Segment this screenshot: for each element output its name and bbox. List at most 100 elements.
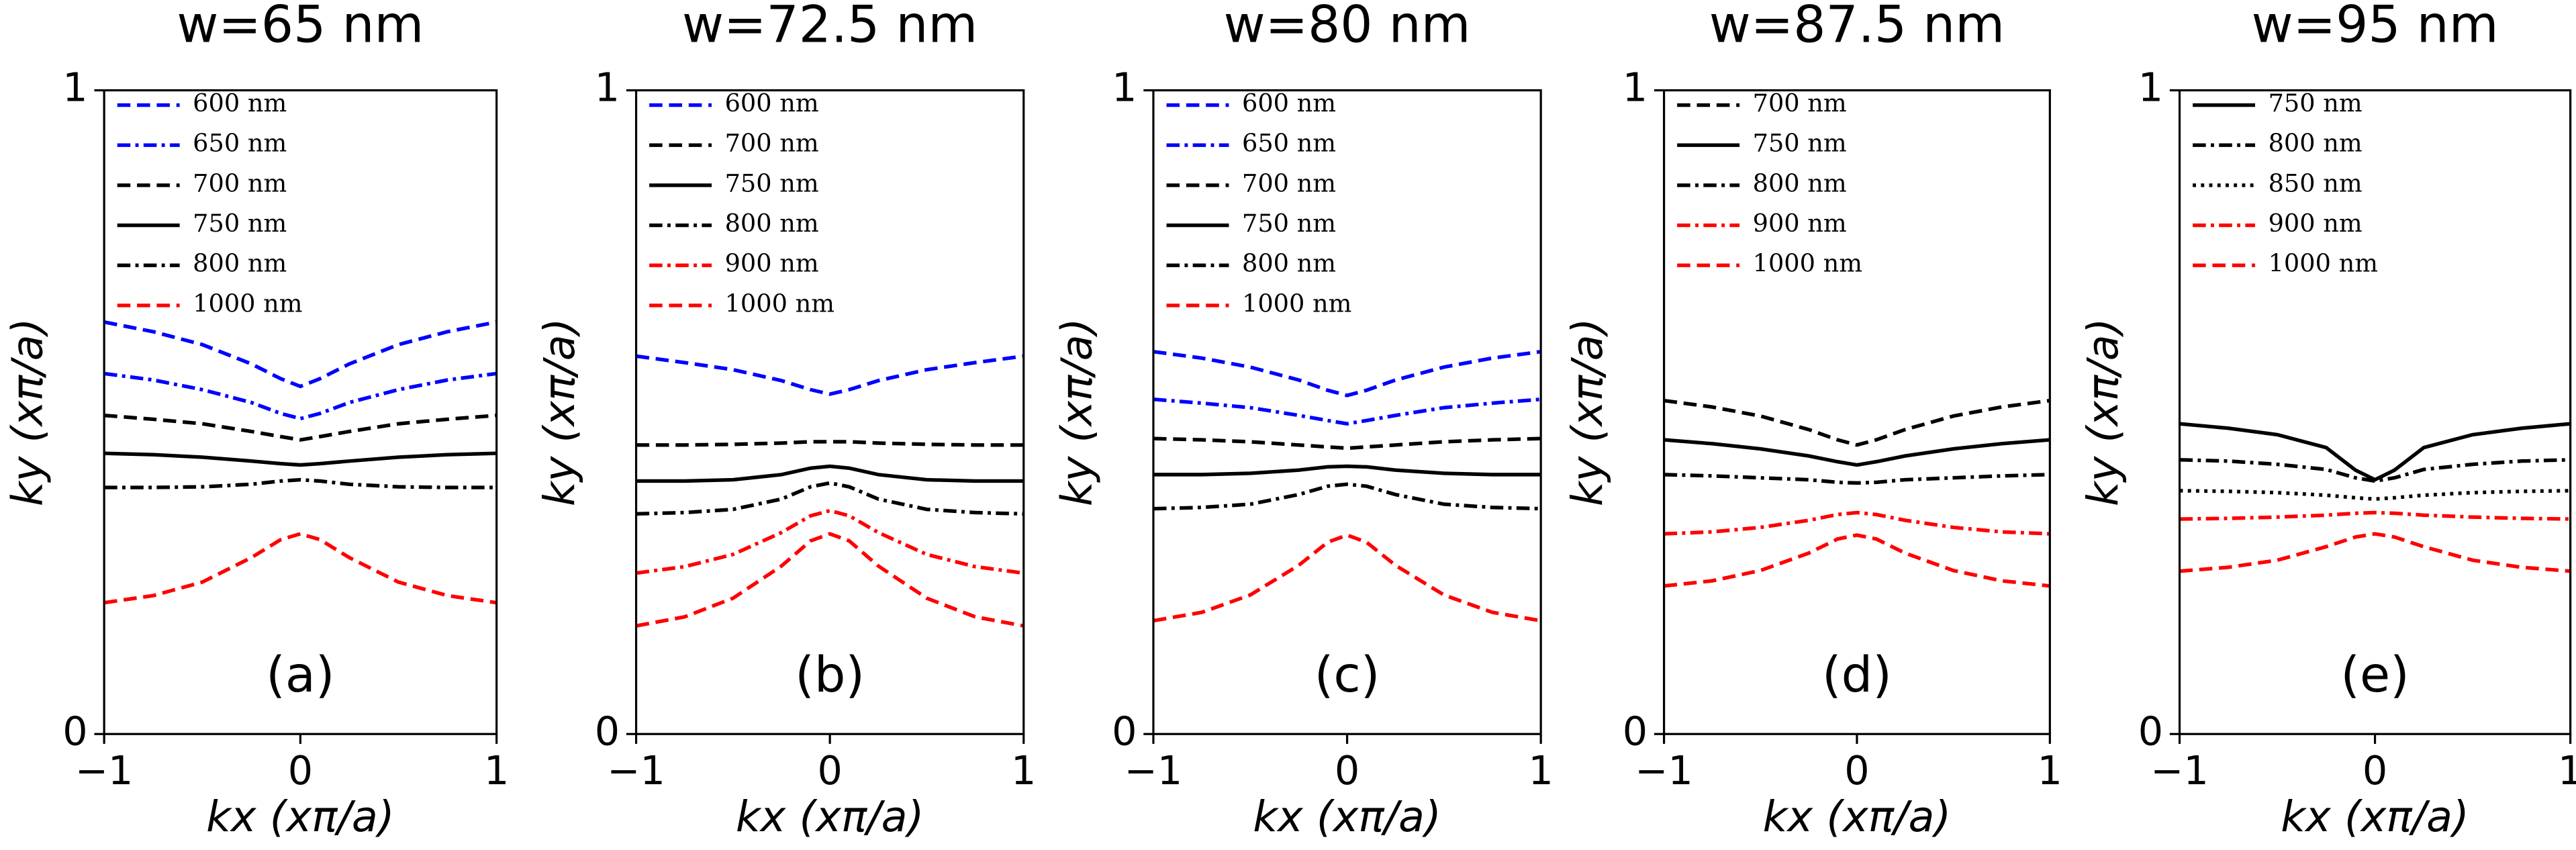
data-line bbox=[2179, 422, 2571, 482]
legend-label: 900 nm bbox=[725, 249, 819, 278]
data-line bbox=[1664, 438, 2050, 467]
x-tick-label: −1 bbox=[607, 748, 665, 794]
x-tick-label: 0 bbox=[817, 748, 842, 794]
x-axis-label: kx (xπ/a) bbox=[2281, 792, 2469, 841]
data-line bbox=[636, 532, 1024, 628]
legend-label: 750 nm bbox=[1753, 129, 1847, 158]
data-line bbox=[1153, 533, 1541, 623]
legend-label: 900 nm bbox=[2269, 209, 2363, 238]
legend-label: 1000 nm bbox=[193, 289, 302, 318]
legend-label: 750 nm bbox=[1242, 209, 1336, 238]
legend-label: 700 nm bbox=[193, 169, 287, 197]
data-line bbox=[1153, 464, 1541, 477]
data-line bbox=[1664, 533, 2050, 588]
y-axis-label: ky (xπ/a) bbox=[1562, 318, 1612, 507]
data-line bbox=[2179, 489, 2571, 502]
data-line bbox=[2179, 458, 2571, 483]
data-line bbox=[1664, 473, 2050, 485]
x-axis-label: kx (xπ/a) bbox=[1253, 792, 1441, 841]
legend-label: 1000 nm bbox=[1242, 289, 1351, 318]
data-line bbox=[1664, 510, 2050, 536]
data-line bbox=[103, 413, 497, 442]
plot-frame bbox=[1152, 89, 1542, 735]
annotation: (a) bbox=[266, 647, 334, 704]
y-tick-label: 1 bbox=[62, 65, 87, 111]
legend-label: 600 nm bbox=[193, 89, 287, 117]
y-tick-label: 0 bbox=[595, 708, 620, 754]
legend-label: 600 nm bbox=[725, 89, 819, 117]
legend-label: 750 nm bbox=[725, 169, 819, 197]
annotation: (b) bbox=[795, 647, 865, 704]
x-tick-label: −1 bbox=[2150, 748, 2209, 794]
x-tick-label: 1 bbox=[2038, 748, 2062, 794]
annotation: (e) bbox=[2340, 647, 2409, 704]
plot-frame bbox=[103, 89, 498, 735]
data-line bbox=[636, 508, 1024, 575]
legend-label: 800 nm bbox=[2269, 129, 2363, 158]
legend-label: 1000 nm bbox=[1753, 249, 1862, 278]
data-line bbox=[1153, 397, 1541, 426]
plot-frame bbox=[2178, 89, 2572, 735]
x-tick-label: 0 bbox=[288, 748, 313, 794]
legend-label: 700 nm bbox=[1753, 89, 1847, 117]
x-tick-label: 1 bbox=[1528, 748, 1553, 794]
data-line bbox=[104, 451, 497, 467]
x-axis-label: kx (xπ/a) bbox=[206, 792, 395, 841]
legend-label: 1000 nm bbox=[725, 289, 834, 318]
data-line bbox=[103, 371, 497, 421]
data-line bbox=[2179, 532, 2571, 573]
y-axis-label: ky (xπ/a) bbox=[534, 318, 584, 507]
legend-label: 1000 nm bbox=[2269, 249, 2378, 278]
x-tick-label: −1 bbox=[75, 748, 134, 794]
y-tick-label: 0 bbox=[2138, 708, 2163, 754]
panel-title: w=72.5 nm bbox=[682, 0, 977, 54]
plot-frame bbox=[634, 89, 1025, 735]
legend-label: 750 nm bbox=[193, 209, 287, 238]
legend-label: 650 nm bbox=[193, 129, 287, 158]
y-tick-label: 1 bbox=[595, 65, 620, 111]
y-tick-label: 1 bbox=[1112, 65, 1137, 111]
legend-label: 750 nm bbox=[2269, 89, 2363, 117]
x-axis-label: kx (xπ/a) bbox=[1763, 792, 1952, 841]
x-axis-label: kx (xπ/a) bbox=[736, 792, 924, 841]
data-line bbox=[1153, 350, 1541, 397]
x-tick-label: 0 bbox=[2363, 748, 2387, 794]
panel-title: w=80 nm bbox=[1224, 0, 1471, 54]
y-axis-label: ky (xπ/a) bbox=[1051, 318, 1101, 507]
data-line bbox=[636, 464, 1024, 483]
x-tick-label: −1 bbox=[1125, 748, 1183, 794]
y-axis-label: ky (xπ/a) bbox=[3, 318, 52, 507]
data-line bbox=[2179, 510, 2571, 521]
data-line bbox=[636, 354, 1024, 396]
x-tick-label: 0 bbox=[1335, 748, 1359, 794]
x-tick-label: 0 bbox=[1844, 748, 1869, 794]
annotation: (c) bbox=[1315, 647, 1380, 704]
data-line bbox=[1153, 482, 1541, 511]
y-tick-label: 0 bbox=[62, 708, 87, 754]
legend-label: 700 nm bbox=[1242, 169, 1336, 197]
legend-label: 800 nm bbox=[725, 209, 819, 238]
data-line bbox=[104, 477, 497, 489]
data-line bbox=[636, 440, 1024, 447]
panel-title: w=87.5 nm bbox=[1709, 0, 2005, 54]
legend-label: 800 nm bbox=[193, 249, 287, 278]
legend-label: 650 nm bbox=[1242, 129, 1336, 158]
x-tick-label: −1 bbox=[1635, 748, 1693, 794]
y-tick-label: 0 bbox=[1623, 708, 1648, 754]
legend-label: 800 nm bbox=[1242, 249, 1336, 278]
y-axis-label: ky (xπ/a) bbox=[2078, 318, 2128, 507]
data-line bbox=[636, 481, 1024, 516]
x-tick-label: 1 bbox=[484, 748, 509, 794]
panel-title: w=95 nm bbox=[2252, 0, 2499, 54]
data-line bbox=[1664, 398, 2050, 447]
plot-frame bbox=[1662, 89, 2051, 735]
y-tick-label: 1 bbox=[2138, 65, 2163, 111]
data-line bbox=[103, 320, 497, 389]
data-line bbox=[1153, 436, 1541, 451]
legend-label: 700 nm bbox=[725, 129, 819, 158]
y-tick-label: 0 bbox=[1112, 708, 1137, 754]
data-line bbox=[103, 532, 497, 605]
legend-label: 600 nm bbox=[1242, 89, 1336, 117]
